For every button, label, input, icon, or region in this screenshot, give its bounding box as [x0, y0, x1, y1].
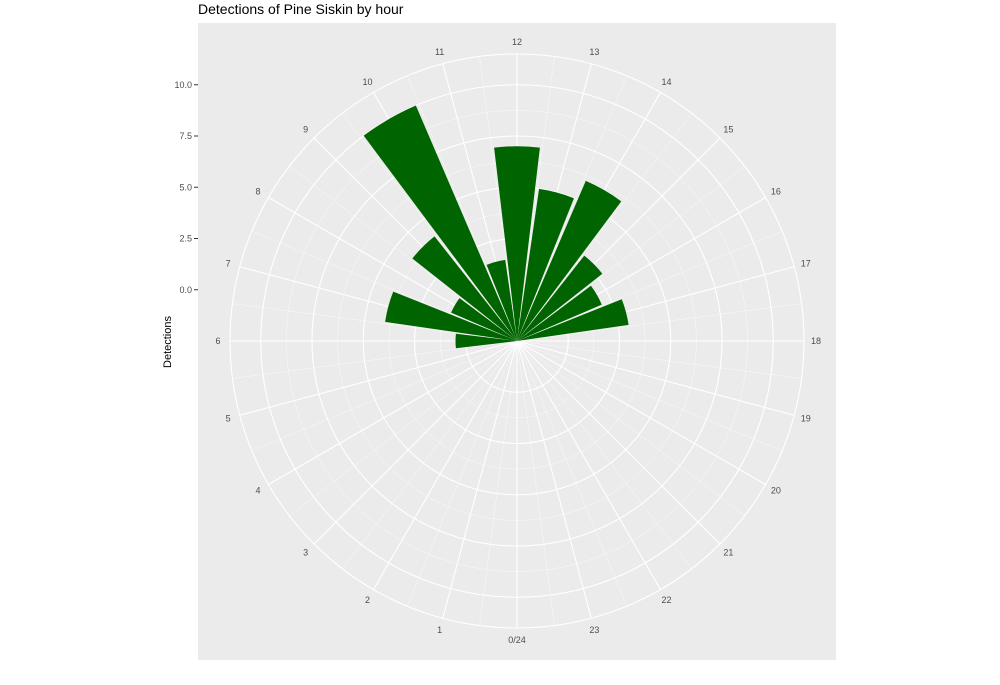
major-grid-spoke: [516, 340, 592, 619]
major-grid-spoke: [442, 340, 518, 619]
minor-grid-spoke: [516, 340, 555, 626]
y-tick-label: 7.5: [179, 131, 192, 141]
minor-grid-spoke: [251, 230, 518, 342]
bar-hour-16: [517, 285, 602, 341]
major-grid-spoke: [516, 340, 795, 416]
bar-hour-10: [363, 105, 517, 341]
minor-grid-spoke: [406, 75, 518, 342]
minor-grid-spoke: [479, 340, 518, 626]
hour-label-22: 22: [661, 595, 671, 605]
bar-hour-8: [451, 298, 517, 341]
major-grid-spoke: [516, 340, 661, 590]
minor-grid-spoke: [342, 340, 518, 569]
hour-label-0-24: 0/24: [508, 635, 526, 645]
y-ticks: 0.0 2.5 5.0 7.5 10.0: [174, 80, 198, 295]
bar-hour-12: [494, 146, 540, 341]
hour-label-2: 2: [365, 595, 370, 605]
major-grid-spoke: [268, 340, 518, 485]
minor-grid-spoke: [251, 340, 518, 452]
minor-grid-spoke: [342, 113, 518, 342]
major-grid-spoke: [313, 340, 518, 545]
major-grid-spoke: [516, 340, 766, 485]
hour-label-20: 20: [771, 486, 781, 496]
minor-grid-spoke: [516, 56, 555, 342]
minor-grid-spoke: [479, 56, 518, 342]
hour-label-23: 23: [589, 625, 599, 635]
y-tick-label: 2.5: [179, 234, 192, 244]
bar-hour-6: [455, 333, 517, 349]
minor-grid-spoke: [232, 303, 518, 342]
minor-grid-spoke: [289, 340, 518, 516]
hour-label-13: 13: [589, 47, 599, 57]
minor-grid-spoke: [516, 230, 783, 342]
minor-grid-spoke: [516, 340, 745, 516]
minor-grid-spoke: [406, 340, 518, 607]
bar-hour-13: [517, 188, 574, 341]
chart-title: Detections of Pine Siskin by hour: [198, 1, 404, 17]
bar-hour-9: [412, 236, 517, 341]
minor-grid-spoke: [516, 340, 628, 607]
hour-label-8: 8: [256, 187, 261, 197]
hour-label-16: 16: [771, 187, 781, 197]
hour-label-7: 7: [226, 259, 231, 269]
minor-grid-spoke: [289, 166, 518, 342]
hour-labels: 0/24123456789101112131415161718192021222…: [215, 37, 821, 645]
hour-label-15: 15: [723, 125, 733, 135]
minor-grid-spoke: [516, 75, 628, 342]
hour-label-3: 3: [303, 547, 308, 557]
hour-label-17: 17: [801, 259, 811, 269]
minor-grid-spoke: [516, 166, 745, 342]
bar-hour-14: [517, 180, 622, 341]
minor-grid-spoke: [516, 340, 692, 569]
hour-label-12: 12: [512, 37, 522, 47]
hour-label-14: 14: [661, 77, 671, 87]
hour-label-19: 19: [801, 413, 811, 423]
major-grid-spoke: [373, 340, 518, 590]
y-tick-label: 0.0: [179, 285, 192, 295]
bar-hour-15: [517, 255, 603, 341]
major-grid-spoke: [516, 340, 721, 545]
bar-hour-17: [517, 299, 629, 341]
hour-label-5: 5: [226, 413, 231, 423]
minor-grid-spoke: [516, 303, 802, 342]
bar-hour-7: [385, 291, 517, 341]
hour-label-4: 4: [256, 486, 261, 496]
minor-grid-spoke: [516, 340, 783, 452]
hour-label-18: 18: [811, 336, 821, 346]
hour-label-11: 11: [435, 47, 444, 57]
hour-label-1: 1: [437, 625, 442, 635]
hour-label-10: 10: [362, 77, 372, 87]
minor-grid-spoke: [516, 340, 802, 379]
minor-grid-spoke: [516, 113, 692, 342]
y-tick-label: 10.0: [174, 80, 192, 90]
bars-layer: [363, 105, 629, 349]
hour-label-21: 21: [723, 547, 733, 557]
hour-label-9: 9: [303, 125, 308, 135]
y-tick-label: 5.0: [179, 182, 192, 192]
major-grid-spoke: [239, 340, 518, 416]
hour-label-6: 6: [215, 336, 220, 346]
minor-grid-spoke: [232, 340, 518, 379]
bar-hour-11: [486, 259, 517, 341]
